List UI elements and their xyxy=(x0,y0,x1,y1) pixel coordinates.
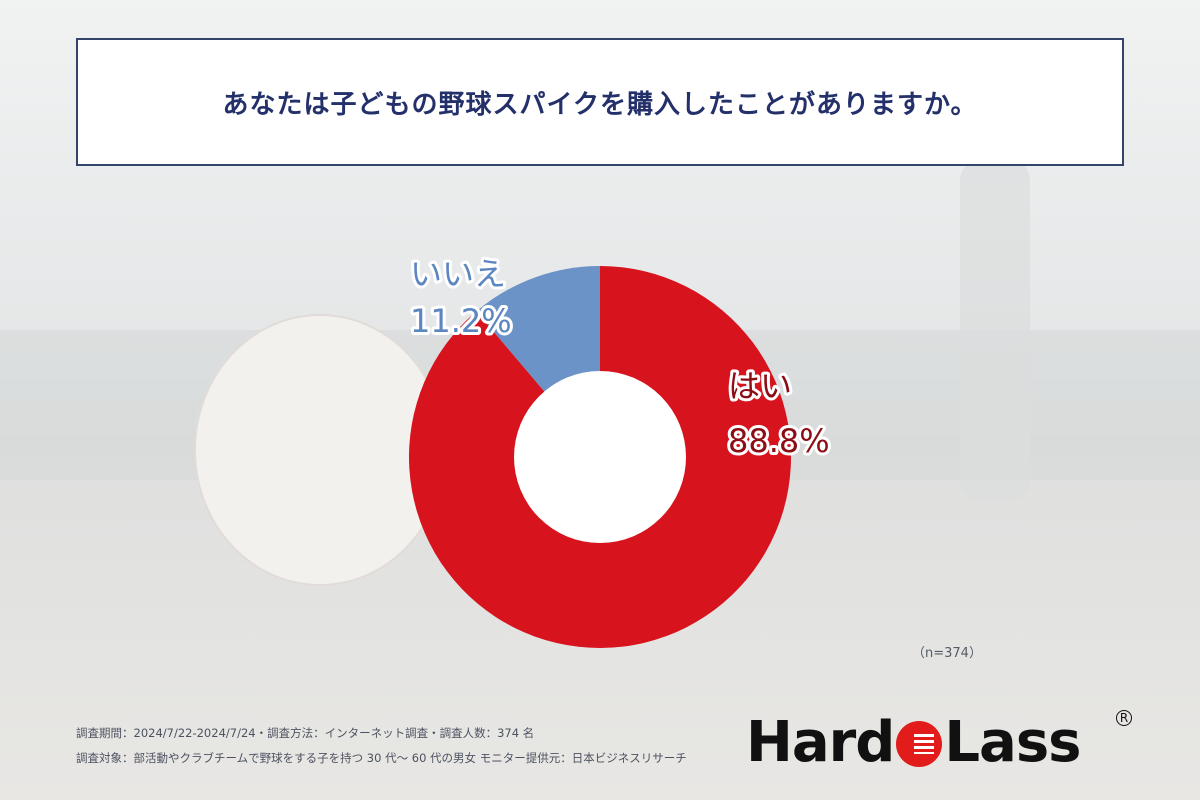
hardlass-logo: Hard Lass R xyxy=(746,702,1132,782)
donut-hole xyxy=(514,371,686,543)
survey-period-note: 調査期間：2024/7/22-2024/7/24・調査方法：インターネット調査・… xyxy=(76,726,535,740)
slice-label-no: いいえ xyxy=(410,255,506,293)
question-title-box: あなたは子どもの野球スパイクを購入したことがありますか。 xyxy=(76,38,1124,166)
sample-size-note: （n=374） xyxy=(912,646,982,661)
registered-mark-icon: R xyxy=(1116,710,1132,726)
slice-label-yes: はい xyxy=(728,367,792,405)
question-title: あなたは子どもの野球スパイクを購入したことがありますか。 xyxy=(222,89,978,120)
logo-red-circle-icon xyxy=(896,721,943,767)
survey-target-note: 調査対象：部活動やクラブチームで野球をする子を持つ 30 代〜 60 代の男女 … xyxy=(76,751,687,765)
slice-value-yes: 88.8% xyxy=(728,422,830,460)
logo-text-lass: Lass xyxy=(944,709,1081,775)
slice-value-no: 11.2% xyxy=(410,302,512,340)
logo-text-hard: Hard xyxy=(746,709,895,775)
